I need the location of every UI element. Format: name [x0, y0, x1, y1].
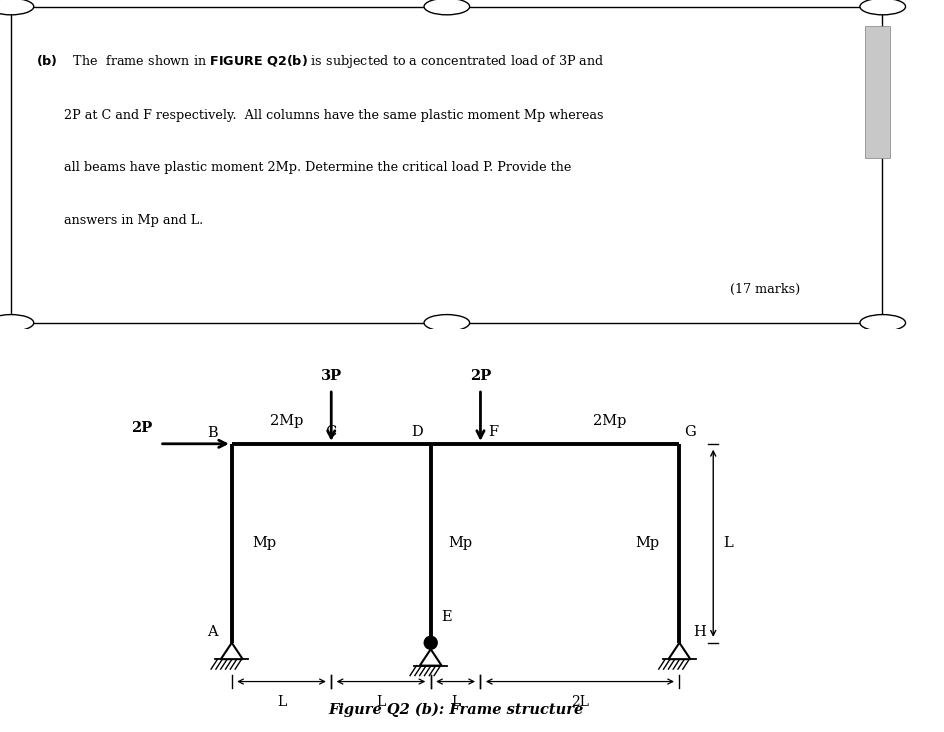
Circle shape	[859, 0, 904, 15]
Text: A: A	[207, 625, 218, 639]
Text: 2Mp: 2Mp	[593, 414, 626, 428]
Text: L: L	[722, 537, 733, 550]
Text: (17 marks): (17 marks)	[729, 283, 799, 296]
Text: Mp: Mp	[634, 537, 659, 550]
Text: 2L: 2L	[570, 695, 588, 709]
Circle shape	[424, 0, 469, 15]
Text: D: D	[411, 425, 423, 438]
Text: L: L	[277, 695, 286, 709]
Circle shape	[424, 636, 437, 649]
Text: Mp: Mp	[252, 537, 276, 550]
Text: L: L	[450, 695, 460, 709]
Text: B: B	[207, 426, 218, 440]
Circle shape	[859, 315, 904, 331]
Text: all beams have plastic moment 2Mp. Determine the critical load P. Provide the: all beams have plastic moment 2Mp. Deter…	[37, 161, 571, 174]
Circle shape	[424, 315, 469, 331]
Text: L: L	[376, 695, 385, 709]
FancyBboxPatch shape	[11, 7, 881, 323]
Text: Mp: Mp	[448, 537, 472, 550]
FancyBboxPatch shape	[864, 26, 889, 158]
Text: Figure Q2 (b): Frame structure: Figure Q2 (b): Frame structure	[328, 703, 582, 717]
Text: 2Mp: 2Mp	[269, 414, 303, 428]
Text: 2P: 2P	[131, 421, 152, 435]
Polygon shape	[419, 649, 441, 665]
Text: 2P: 2P	[469, 369, 491, 383]
Text: H: H	[693, 625, 705, 639]
Polygon shape	[221, 643, 243, 659]
Text: $\mathbf{(b)}$    The  frame shown in $\mathbf{FIGURE\ Q2(b)}$ is subjected to a: $\mathbf{(b)}$ The frame shown in $\math…	[37, 53, 604, 70]
Polygon shape	[667, 643, 690, 659]
Text: answers in Mp and L.: answers in Mp and L.	[37, 214, 204, 227]
Text: 2P at C and F respectively.  All columns have the same plastic moment Mp whereas: 2P at C and F respectively. All columns …	[37, 108, 603, 122]
Text: E: E	[441, 610, 452, 624]
Circle shape	[0, 0, 34, 15]
Text: 3P: 3P	[320, 369, 342, 383]
Circle shape	[0, 315, 34, 331]
Text: F: F	[487, 425, 497, 438]
Text: G: G	[683, 425, 696, 438]
Text: C: C	[326, 425, 336, 438]
